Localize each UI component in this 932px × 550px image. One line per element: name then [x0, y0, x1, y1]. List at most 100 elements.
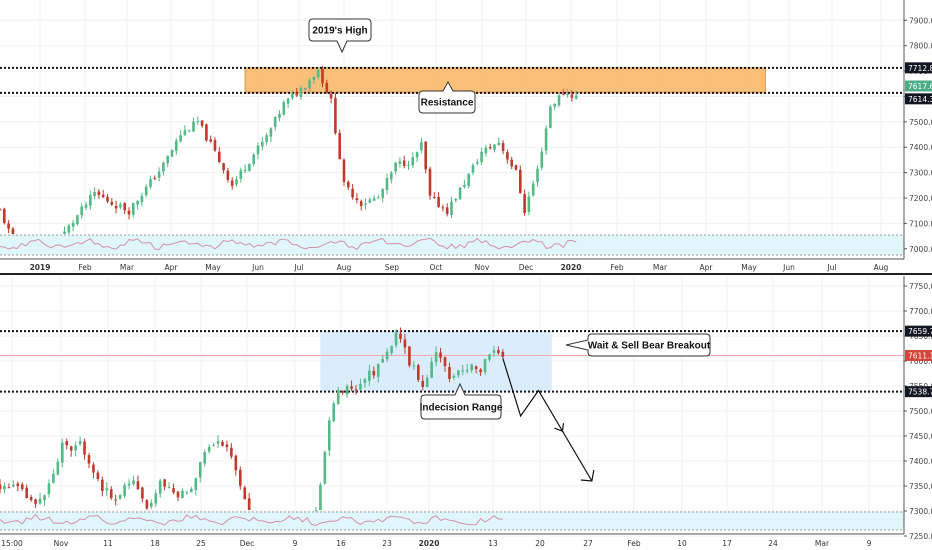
y-tick-label: 7350.0	[909, 482, 932, 491]
candle-body	[445, 207, 449, 214]
candle-body	[350, 386, 353, 389]
x-tick-label: 23	[382, 539, 392, 548]
price-tag	[905, 93, 932, 105]
candle-body	[216, 441, 220, 444]
candle-body	[106, 196, 109, 202]
candle-body	[493, 144, 496, 150]
x-tick-label: Dec	[240, 539, 255, 548]
candle-body	[448, 367, 451, 379]
projection-arrow-head	[580, 469, 595, 482]
y-tick-label: 7500.0	[909, 407, 932, 416]
candle-body	[351, 188, 354, 198]
candle-body	[452, 376, 456, 378]
x-tick-label: Apr	[165, 263, 179, 272]
candle-body	[38, 498, 42, 504]
candle-body	[321, 68, 324, 84]
candle-body	[557, 95, 561, 106]
candle-body	[140, 196, 144, 203]
x-tick-label: Oct	[430, 263, 443, 272]
candle-body	[381, 189, 384, 198]
candle-body	[110, 201, 114, 205]
candle-body	[34, 499, 37, 504]
candle-body	[101, 194, 105, 198]
candle-body	[101, 479, 104, 492]
candle-body	[394, 162, 397, 172]
x-tick-label: 2019	[30, 263, 51, 272]
x-tick-label: 9	[867, 539, 872, 548]
candle-body	[153, 178, 157, 180]
candle-body	[514, 165, 518, 170]
candle-body	[334, 98, 337, 133]
candle-body	[434, 352, 438, 362]
candle-body	[71, 222, 75, 227]
candle-body	[16, 483, 20, 487]
x-tick-label: Nov	[54, 539, 69, 548]
x-tick-label: Mar	[653, 263, 668, 272]
candle-body	[376, 363, 380, 377]
candle-body	[218, 151, 221, 162]
x-tick-label: Jun	[251, 263, 264, 272]
candle-body	[194, 478, 198, 491]
candle-body	[167, 486, 171, 488]
candle-body	[269, 128, 273, 137]
y-tick-label: 7900.0	[909, 16, 932, 25]
candle-body	[213, 140, 217, 151]
callout: Wait & Sell Bear Breakout	[565, 333, 711, 357]
candle-body	[417, 365, 420, 380]
candle-body	[488, 354, 491, 360]
candle-body	[179, 135, 182, 142]
candle-body	[479, 369, 482, 373]
candle-body	[299, 87, 303, 97]
x-tick-label: Jun	[782, 263, 795, 272]
candle-body	[114, 499, 117, 501]
x-tick-label: 27	[583, 539, 593, 548]
candle-body	[158, 480, 162, 494]
candle-body	[83, 441, 86, 455]
x-tick-label: 20	[535, 539, 545, 548]
candle-body	[345, 385, 349, 395]
y-tick-label: 7100.0	[909, 219, 932, 228]
candle-body	[3, 208, 6, 223]
candle-body	[170, 149, 174, 157]
candle-body	[342, 159, 346, 182]
candle-body	[402, 160, 406, 166]
candle-body	[12, 484, 15, 487]
callout: 2019's High	[308, 18, 372, 54]
y-tick-label: 7500.0	[909, 118, 932, 127]
candle-body	[166, 155, 169, 164]
candle-body	[252, 154, 255, 164]
candle-body	[368, 199, 372, 203]
y-tick-label: 7250.0	[909, 532, 932, 541]
x-tick-label: Mar	[120, 263, 135, 272]
candle-body	[377, 197, 380, 199]
candle-body	[74, 445, 77, 451]
x-tick-label: 11	[103, 539, 113, 548]
price-tag-label: 7614.3	[908, 95, 932, 104]
x-tick-label: Feb	[610, 263, 624, 272]
candle-body	[109, 489, 113, 499]
x-tick-label: Feb	[627, 539, 641, 548]
candle-body	[29, 496, 33, 500]
candle-body	[527, 196, 531, 213]
candle-body	[225, 444, 229, 448]
oscillator-line	[0, 513, 503, 527]
candle-body	[89, 194, 92, 206]
price-tag-label: 7712.8	[908, 64, 932, 73]
candle-body	[424, 141, 427, 170]
x-tick-label: 16	[336, 539, 346, 548]
y-tick-label: 7400.0	[909, 457, 932, 466]
callout: Indecision Range	[420, 382, 503, 420]
oscillator-line	[0, 237, 577, 251]
candle-body	[381, 358, 384, 363]
candle-body	[11, 228, 15, 234]
x-tick-label: Aug	[337, 263, 352, 272]
candle-body	[163, 479, 166, 487]
x-tick-label: Aug	[874, 263, 889, 272]
candle-body	[65, 441, 69, 446]
candle-body	[390, 172, 393, 180]
candle-body	[465, 370, 469, 372]
x-tick-label: Feb	[78, 263, 92, 272]
candle-body	[398, 161, 402, 164]
candle-body	[114, 205, 118, 209]
y-tick-label: 7400.0	[909, 143, 932, 152]
